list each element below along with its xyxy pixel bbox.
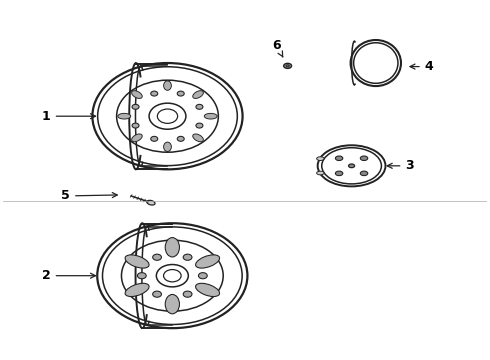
Ellipse shape: [132, 91, 142, 98]
Ellipse shape: [164, 81, 171, 90]
Ellipse shape: [196, 123, 203, 128]
Ellipse shape: [284, 63, 292, 68]
Ellipse shape: [132, 134, 142, 142]
Ellipse shape: [183, 254, 192, 260]
Ellipse shape: [335, 171, 343, 176]
Ellipse shape: [177, 136, 184, 141]
Ellipse shape: [147, 200, 155, 205]
Text: 6: 6: [272, 39, 283, 57]
Ellipse shape: [151, 91, 158, 96]
Text: 3: 3: [387, 159, 414, 172]
Ellipse shape: [196, 255, 220, 268]
Ellipse shape: [132, 104, 139, 109]
Ellipse shape: [132, 123, 139, 128]
Ellipse shape: [177, 91, 184, 96]
Ellipse shape: [360, 156, 368, 161]
Ellipse shape: [360, 171, 368, 176]
Ellipse shape: [198, 273, 207, 279]
Ellipse shape: [165, 294, 179, 314]
Ellipse shape: [317, 171, 324, 175]
Ellipse shape: [196, 283, 220, 297]
Ellipse shape: [125, 283, 149, 297]
Text: 4: 4: [410, 60, 434, 73]
Ellipse shape: [193, 134, 203, 142]
Ellipse shape: [165, 238, 179, 257]
Text: 2: 2: [42, 269, 96, 282]
Ellipse shape: [153, 291, 162, 297]
Ellipse shape: [118, 113, 131, 119]
Ellipse shape: [286, 65, 289, 67]
Ellipse shape: [183, 291, 192, 297]
Ellipse shape: [204, 113, 217, 119]
Ellipse shape: [196, 104, 203, 109]
Ellipse shape: [335, 156, 343, 161]
Ellipse shape: [348, 164, 355, 168]
Ellipse shape: [317, 157, 324, 161]
Text: 5: 5: [61, 189, 117, 202]
Ellipse shape: [164, 142, 171, 152]
Ellipse shape: [153, 254, 162, 260]
Ellipse shape: [151, 136, 158, 141]
Ellipse shape: [125, 255, 149, 268]
Ellipse shape: [193, 91, 203, 98]
Text: 1: 1: [42, 110, 96, 123]
Ellipse shape: [137, 273, 146, 279]
